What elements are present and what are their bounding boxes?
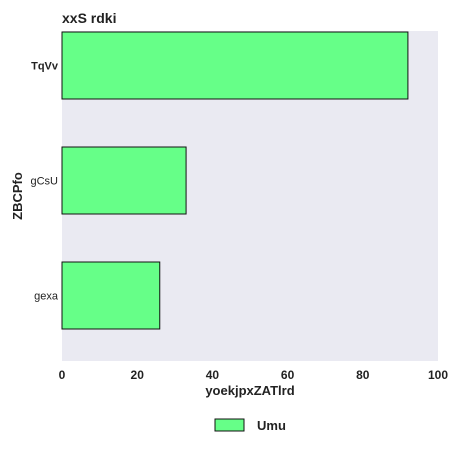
bar bbox=[62, 147, 186, 214]
x-tick-label: 60 bbox=[281, 368, 295, 382]
y-tick-label: TqVv bbox=[31, 61, 59, 73]
y-tick-label: gCsU bbox=[30, 176, 58, 188]
x-tick-label: 40 bbox=[206, 368, 220, 382]
bar bbox=[62, 32, 408, 99]
x-tick-label: 20 bbox=[131, 368, 145, 382]
x-axis-ticks: 0 20 40 60 80 100 bbox=[59, 368, 449, 382]
legend-swatch bbox=[215, 419, 244, 431]
bar bbox=[62, 262, 160, 329]
legend-label: Umu bbox=[257, 418, 286, 433]
y-tick-label: gexa bbox=[34, 291, 59, 303]
chart-title: xxS rdki bbox=[62, 10, 116, 26]
x-tick-label: 0 bbox=[59, 368, 66, 382]
legend: Umu bbox=[215, 418, 286, 433]
y-axis-ticks: TqVv gCsU gexa bbox=[30, 61, 58, 303]
x-tick-label: 100 bbox=[428, 368, 448, 382]
x-axis-label: yoekjpxZATlrd bbox=[205, 383, 294, 398]
x-tick-label: 80 bbox=[356, 368, 370, 382]
y-axis-label: ZBCPfo bbox=[10, 172, 25, 220]
